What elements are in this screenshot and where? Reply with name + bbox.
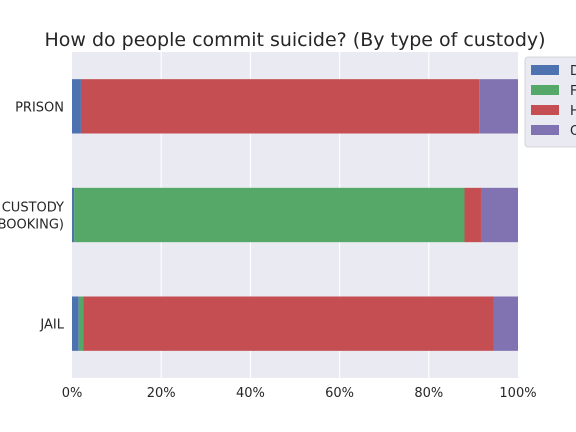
legend-swatch <box>531 85 559 95</box>
legend-swatch <box>531 105 559 115</box>
bar-segment <box>72 79 81 134</box>
legend-swatch <box>531 65 559 75</box>
bar-segment <box>464 187 481 243</box>
x-tick-label: 20% <box>147 386 176 401</box>
legend-label: H <box>570 104 576 119</box>
bar-segment <box>479 79 518 134</box>
y-tick-labels: PRISON CUSTODY (BOOKING) JAIL <box>0 100 65 332</box>
bar-segment <box>74 187 465 243</box>
bar-segment <box>83 296 494 351</box>
bar-segment <box>493 296 518 351</box>
legend-label: O <box>570 124 576 139</box>
legend-label: F <box>570 84 576 99</box>
x-tick-label: 40% <box>236 386 265 401</box>
y-tick-label-line: JAIL <box>39 318 64 333</box>
chart-title: How do people commit suicide? (By type o… <box>44 29 545 51</box>
legend-box <box>524 56 576 148</box>
bars <box>72 79 518 351</box>
x-tick-label: 0% <box>62 386 83 401</box>
x-tick-label: 100% <box>499 386 536 401</box>
y-tick-label: JAIL <box>39 318 64 333</box>
y-tick-label: CUSTODY (BOOKING) <box>0 201 64 233</box>
y-tick-label-line: (BOOKING) <box>0 218 64 233</box>
y-tick-label-line: PRISON <box>15 100 64 115</box>
x-tick-label: 60% <box>325 386 354 401</box>
legend-swatch <box>531 125 559 135</box>
y-tick-label: PRISON <box>15 100 64 115</box>
x-tick-labels: 0% 20% 40% 60% 80% 100% <box>62 386 537 401</box>
bar-segment <box>72 187 75 243</box>
y-tick-label-line: CUSTODY <box>2 201 64 216</box>
x-tick-label: 80% <box>414 386 443 401</box>
bar-segment <box>78 296 84 351</box>
legend-label: D <box>570 64 576 79</box>
bar-segment <box>480 187 518 243</box>
bar-segment <box>72 296 79 351</box>
bar-segment <box>80 79 480 134</box>
